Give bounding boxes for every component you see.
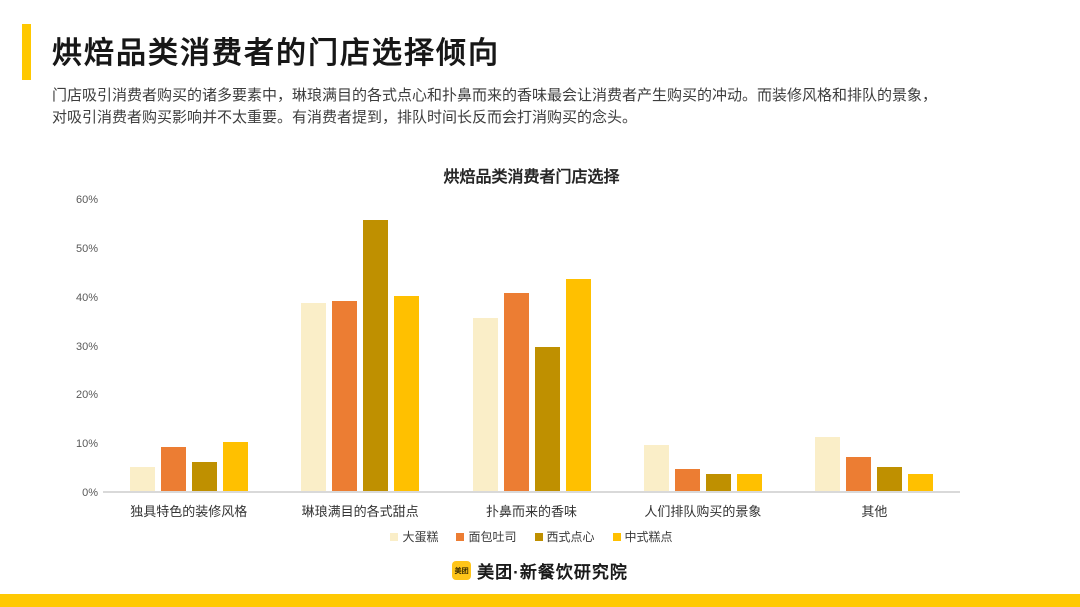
y-axis-tick-label: 40%: [75, 291, 98, 304]
x-axis: 独具特色的装修风格 琳琅满目的各式甜点 扑鼻而来的香味 人们排队购买的景象 其他: [103, 501, 960, 520]
page-title: 烘焙品类消费者的门店选择倾向: [52, 37, 500, 70]
bar-group-slot: [789, 200, 960, 491]
bar-group: [643, 444, 762, 491]
legend-label: 大蛋糕: [402, 530, 439, 544]
legend-item: 西式点心: [534, 528, 595, 545]
bar: [908, 473, 934, 491]
bar: [705, 473, 731, 491]
y-axis-tick-label: 10%: [75, 438, 98, 451]
x-axis-category-label: 其他: [861, 504, 888, 519]
bar: [363, 219, 389, 491]
brand-text: 美团·新餐饮研究院: [477, 563, 628, 582]
bar-group-slot: [103, 200, 274, 491]
chart-title: 烘焙品类消费者门店选择: [443, 169, 620, 186]
y-axis-tick-label: 30%: [75, 340, 98, 353]
y-axis-tick-label: 20%: [75, 389, 98, 402]
bar: [643, 444, 669, 491]
bar-groups: [103, 200, 960, 491]
legend-swatch: [534, 532, 543, 541]
legend-swatch: [456, 532, 465, 541]
bar-group: [301, 219, 420, 491]
meituan-logo-icon: 美团: [452, 561, 472, 580]
bar-group-slot: [617, 200, 788, 491]
bar: [222, 442, 248, 491]
bar: [472, 317, 498, 491]
bar: [160, 447, 186, 491]
bar: [736, 473, 762, 491]
x-axis-category-label: 人们排队购买的景象: [644, 504, 762, 519]
intro-line-1: 门店吸引消费者购买的诸多要素中，琳琅满目的各式点心和扑鼻而来的香味最会让消费者产…: [52, 87, 938, 104]
bar: [503, 293, 529, 491]
bar: [534, 346, 560, 491]
bar: [877, 466, 903, 491]
bar-group: [472, 278, 591, 491]
bar-group: [129, 442, 248, 491]
legend-item: 面包吐司: [456, 528, 517, 545]
legend-label: 西式点心: [546, 530, 595, 544]
x-axis-category-label: 独具特色的装修风格: [130, 504, 248, 519]
footer-brand: 美团 美团·新餐饮研究院: [0, 558, 1080, 583]
bar: [191, 461, 217, 491]
intro-paragraph: 门店吸引消费者购买的诸多要素中，琳琅满目的各式点心和扑鼻而来的香味最会让消费者产…: [52, 85, 937, 128]
legend-swatch: [390, 532, 399, 541]
bar: [394, 295, 420, 491]
bar: [674, 469, 700, 491]
chart-legend: 大蛋糕 面包吐司 西式点心 中式糕点: [103, 528, 960, 545]
legend-item: 中式糕点: [612, 528, 673, 545]
bar-group: [815, 437, 934, 491]
bar: [301, 303, 327, 491]
title-accent-bar: [22, 24, 31, 80]
y-axis-tick-label: 50%: [75, 242, 98, 255]
x-axis-category-label: 扑鼻而来的香味: [486, 504, 578, 519]
bar: [332, 300, 358, 491]
bar-group-slot: [274, 200, 445, 491]
bar: [846, 456, 872, 491]
y-axis-tick-label: 60%: [75, 194, 98, 206]
plot-area: [103, 200, 960, 493]
legend-item: 大蛋糕: [390, 528, 438, 545]
bottom-accent-bar: [0, 594, 1080, 607]
y-axis-tick-label: 0%: [82, 487, 98, 499]
x-axis-category-label: 琳琅满目的各式甜点: [301, 504, 419, 519]
legend-swatch: [612, 532, 621, 541]
bar-group-slot: [446, 200, 617, 491]
bar: [815, 437, 841, 491]
intro-line-2: 对吸引消费者购买影响并不太重要。有消费者提到，排队时间长反而会打消购买的念头。: [52, 108, 638, 126]
bar: [129, 466, 155, 491]
bar: [565, 278, 591, 491]
legend-label: 面包吐司: [468, 530, 517, 544]
legend-label: 中式糕点: [624, 530, 673, 544]
y-axis: 0% 10% 20% 30% 40% 50% 60%: [40, 194, 98, 499]
